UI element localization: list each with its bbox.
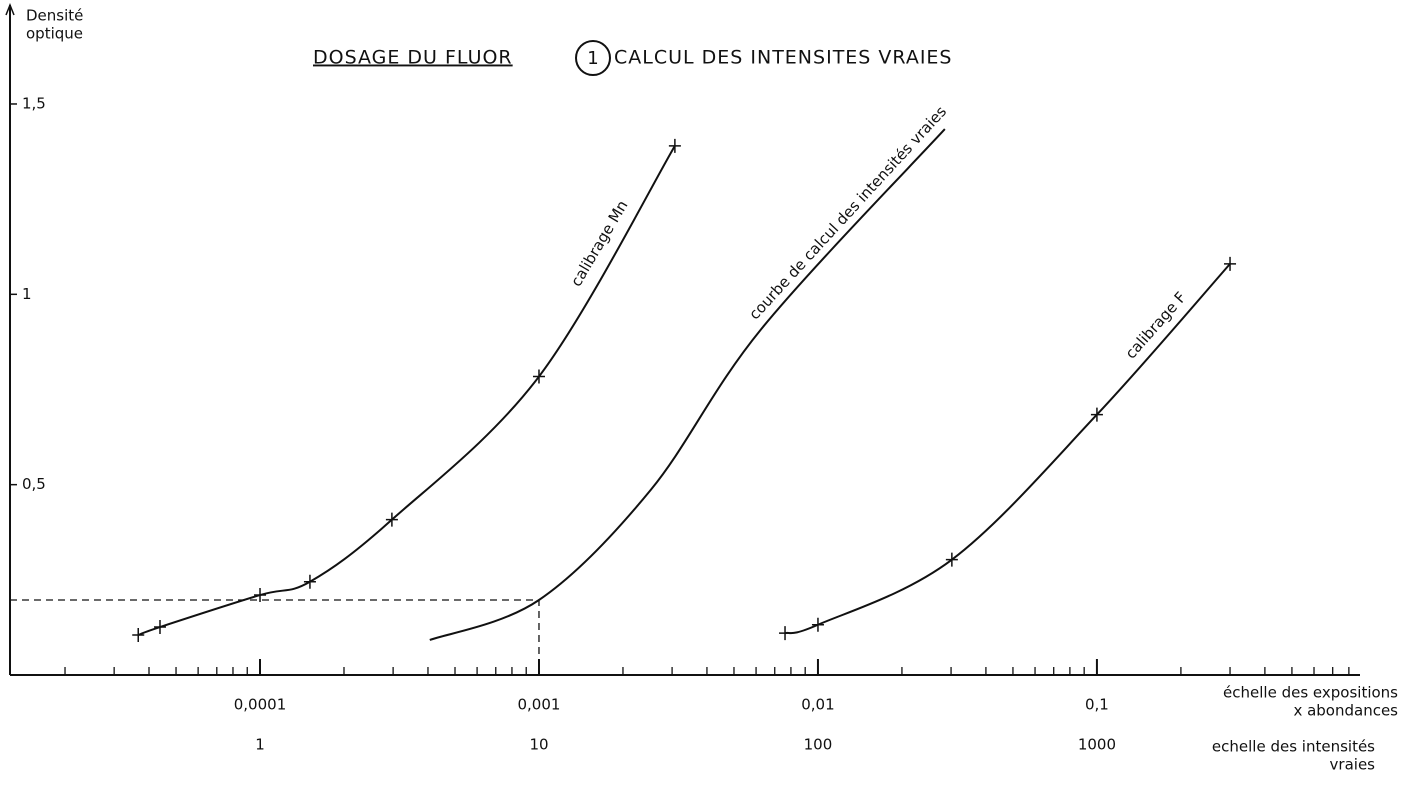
x-tick-label: 0,01 [801,696,834,714]
y-axis-label: Densité [26,7,83,25]
x-axis-label: échelle des expositions [1223,684,1398,702]
curve [429,128,946,641]
y-tick-label: 1,5 [22,94,46,112]
point-marker [532,369,545,384]
point-marker [385,512,398,527]
chart-title: DOSAGE DU FLUOR [313,47,513,69]
y-axis-arrow [5,2,15,16]
x-axis-label: x abondances [1293,702,1398,720]
x2-tick-label: 1 [255,736,265,754]
point-marker [303,574,316,589]
x-tick-label: 0,1 [1085,696,1109,714]
y-tick-label: 0,5 [22,475,46,493]
point-marker [153,620,166,635]
curve [137,145,676,636]
x2-tick-label: 10 [529,736,548,754]
x-tick-label: 0,001 [518,696,561,714]
x2-axis-label: echelle des intensités [1212,738,1375,756]
point-marker [811,617,824,632]
point-marker [1224,256,1237,271]
point-marker [132,628,145,643]
subtitle-number: 1 [587,48,598,69]
x-tick-label: 0,0001 [234,696,287,714]
x2-tick-label: 1000 [1078,736,1116,754]
x2-axis-label: vraies [1330,756,1376,774]
point-marker [779,626,792,641]
series-label: calibrage F [1122,288,1190,362]
title-circle [575,40,611,76]
y-tick-label: 1 [22,285,32,303]
point-marker [945,552,958,567]
series-label: courbe de calcul des intensités vraies [745,102,950,323]
reference-line [10,599,540,675]
x2-tick-label: 100 [804,736,833,754]
point-marker [1090,407,1103,422]
chart-subtitle: CALCUL DES INTENSITES VRAIES [614,47,953,69]
point-marker [254,588,267,603]
y-axis-label: optique [26,25,83,43]
point-marker [668,138,681,153]
